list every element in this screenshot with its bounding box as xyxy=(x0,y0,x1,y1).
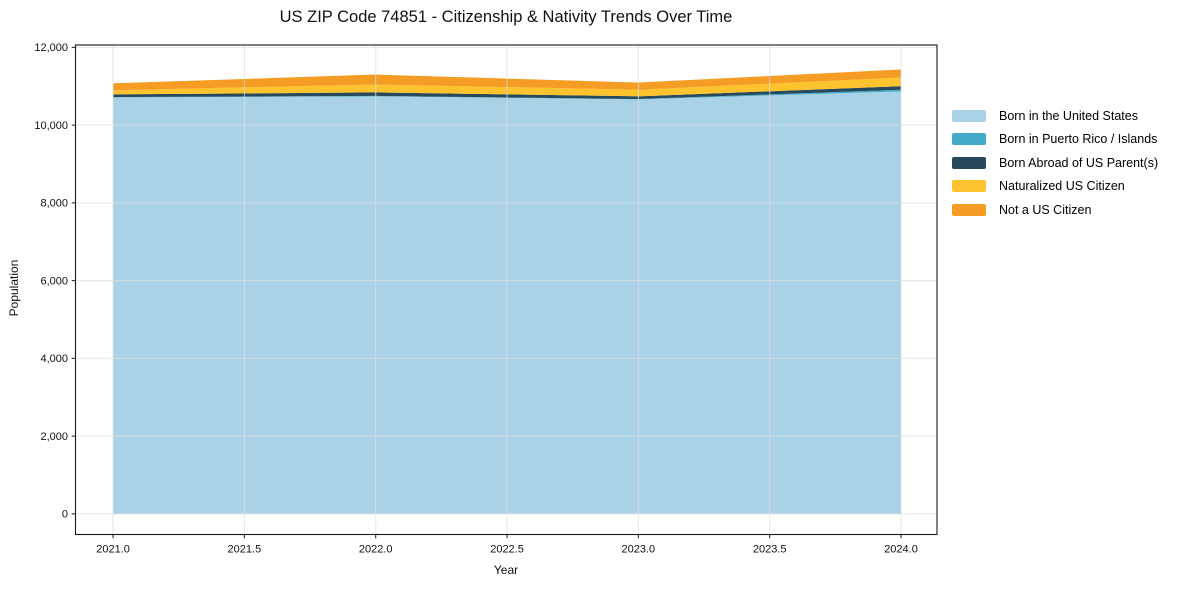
legend-item-naturalized-us-citizen: Naturalized US Citizen xyxy=(952,180,1158,192)
legend-item-born-abroad-of-us-parent-s: Born Abroad of US Parent(s) xyxy=(952,157,1158,169)
legend-label: Naturalized US Citizen xyxy=(999,179,1125,194)
legend-swatch-icon xyxy=(952,203,986,216)
legend-label: Born Abroad of US Parent(s) xyxy=(999,155,1159,170)
y-tick-label: 6,000 xyxy=(40,275,68,287)
area-naturalized-us-citizen xyxy=(113,77,902,97)
legend-swatch-icon xyxy=(952,156,986,169)
y-tick-label: 4,000 xyxy=(40,353,68,365)
chart-title: US ZIP Code 74851 - Citizenship & Nativi… xyxy=(279,8,733,26)
legend-item-born-in-puerto-rico-islands: Born in Puerto Rico / Islands xyxy=(952,132,1158,147)
legend-item-not-a-us-citizen: Not a US Citizen xyxy=(952,202,1158,217)
x-tick-label: 2021.0 xyxy=(96,544,130,556)
y-tick-label: 10,000 xyxy=(34,120,68,132)
x-tick-label: 2022.0 xyxy=(359,544,393,556)
y-tick-label: 8,000 xyxy=(40,198,68,210)
legend-label: Born in the United States xyxy=(999,109,1138,123)
y-tick-label: 0 xyxy=(62,509,68,521)
x-tick-label: 2021.5 xyxy=(228,544,262,556)
x-tick-label: 2023.5 xyxy=(753,544,787,556)
y-tick-label: 12,000 xyxy=(34,42,68,54)
y-tick-label: 2,000 xyxy=(40,431,68,443)
x-tick-label: 2024.0 xyxy=(884,544,918,556)
legend-item-born-in-the-united-states: Born in the United States xyxy=(952,110,1158,122)
x-tick-label: 2022.5 xyxy=(490,544,524,556)
legend-label: Born in Puerto Rico / Islands xyxy=(999,132,1158,147)
plot-frame xyxy=(74,44,938,536)
area-born-abroad-of-us-parent-s xyxy=(113,86,902,100)
legend-label: Not a US Citizen xyxy=(999,202,1092,217)
legend: Born in the United States Born in Puerto … xyxy=(952,110,1158,227)
x-tick-label: 2023.0 xyxy=(622,544,656,556)
legend-swatch-icon xyxy=(952,110,986,122)
x-axis-label: Year xyxy=(493,563,519,577)
legend-swatch-icon xyxy=(952,180,986,193)
legend-swatch-icon xyxy=(952,133,986,146)
area-born-in-puerto-rico-islands xyxy=(113,89,902,100)
